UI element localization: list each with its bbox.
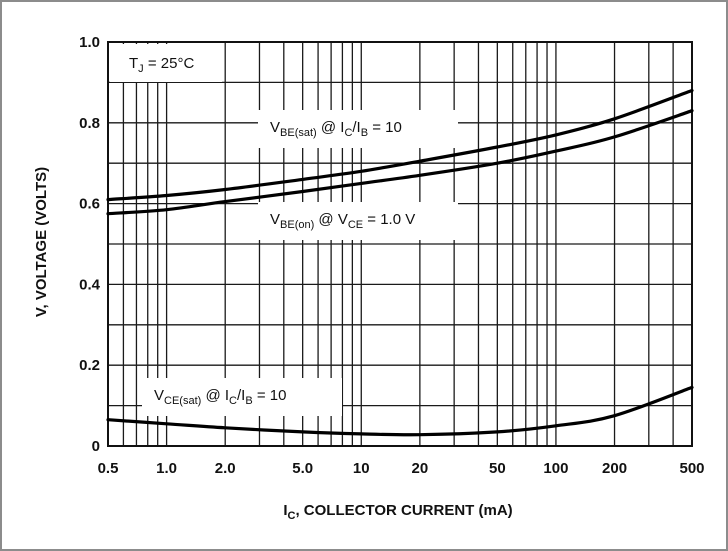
x-tick-label: 10 [353,460,370,477]
y-tick-label: 0.4 [79,276,101,293]
series-line-1 [106,109,694,216]
label-background [142,378,342,416]
y-tick-label: 0.6 [79,196,100,213]
x-tick-label: 5.0 [292,460,313,477]
plot-border [107,41,693,447]
data-series [106,88,694,437]
x-tick-label: 1.0 [156,460,177,477]
y-tick-label: 0.2 [79,357,100,374]
y-tick-label: 0.8 [79,115,100,132]
label-background [258,202,458,240]
y-tick-label: 0 [92,438,100,455]
series-line-2 [106,385,694,437]
vce-sat-label: VCE(sat) @ IC/IB = 10 [154,387,286,407]
x-tick-label: 100 [543,460,568,477]
label-background [258,110,458,148]
temperature-annotation: TJ = 25°C [129,55,194,75]
y-axis-label: V, VOLTAGE (VOLTS) [33,167,50,317]
label-background [110,44,222,82]
x-tick-label: 0.5 [98,460,119,477]
tick-labels: 0.5 1.0 2.0 5.0 10 20 50 100 200 500 0 0.2 0.4 0.6 0.8… [79,34,704,477]
x-tick-label: 500 [679,460,704,477]
vbe-sat-label: VBE(sat) @ IC/IB = 10 [270,119,402,139]
annotation-labels: TJ = 25°C VBE(sat) @ IC/IB = 10 VBE(on) … [129,55,415,407]
x-tick-label: 200 [602,460,627,477]
x-axis-label: IC, COLLECTOR CURRENT (mA) [283,502,512,522]
vbe-on-label: VBE(on) @ VCE = 1.0 V [270,211,415,231]
series-line-0 [106,88,694,202]
y-tick-label: 1.0 [79,34,100,51]
x-tick-label: 50 [489,460,506,477]
x-tick-label: 2.0 [215,460,236,477]
x-tick-label: 20 [412,460,429,477]
grid-lines [107,41,693,447]
